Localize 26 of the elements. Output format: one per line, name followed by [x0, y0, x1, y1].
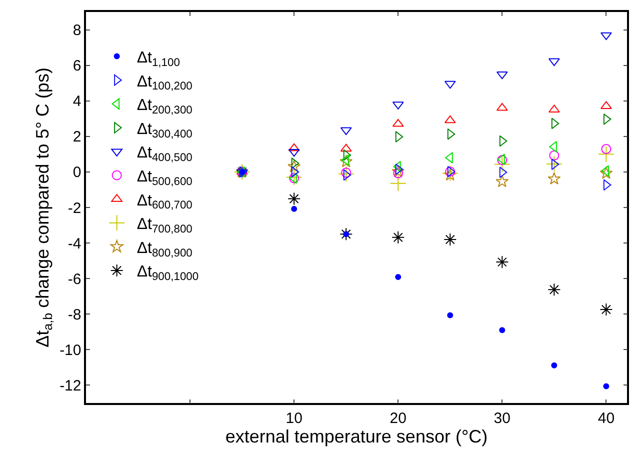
y-tick-label: 0	[72, 164, 82, 182]
x-tick-label: 40	[598, 410, 615, 427]
y-tick-label: -10	[60, 342, 82, 359]
legend-label: Δt$_{200,300}$	[136, 97, 192, 116]
legend-label: Δt$_{700,800}$	[136, 216, 192, 236]
legend-label: Δt$_{1,100}$	[136, 50, 180, 69]
y-tick-label: -12	[60, 377, 82, 394]
legend-label: Δt$_{500,600}$	[136, 168, 192, 188]
y-tick-label: -8	[68, 306, 82, 324]
legend-label: Δt$_{800,900}$	[136, 240, 192, 260]
x-tick-label: 10	[286, 410, 302, 427]
y-tick-label: 2	[72, 128, 82, 146]
legend-label: Δt$_{400,500}$	[136, 144, 192, 164]
x-tick-label: 20	[390, 410, 406, 427]
y-tick-label: -4	[68, 235, 82, 252]
y-tick-label: -2	[68, 200, 82, 217]
y-tick-label: -6	[68, 270, 82, 288]
legend-label: Δt$_{900,1000}$	[136, 264, 199, 284]
legend-label: Δt$_{300,400}$	[136, 120, 192, 140]
y-tick-label: 4	[72, 93, 82, 110]
legend-label: Δt$_{600,700}$	[136, 192, 192, 212]
legend-label: Δt$_{100,200}$	[136, 73, 192, 93]
x-axis-title: external temperature sensor (°C)	[225, 426, 488, 447]
x-tick-label: 30	[494, 410, 510, 427]
y-tick-label: 6	[72, 58, 82, 75]
y-tick-label: 8	[72, 22, 82, 40]
